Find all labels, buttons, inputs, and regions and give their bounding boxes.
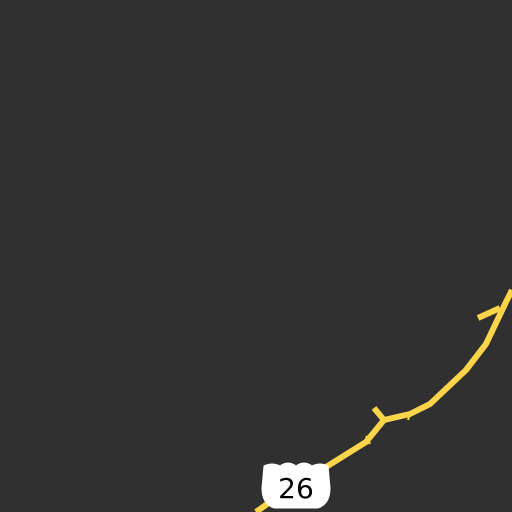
highway-tick-2 <box>407 413 411 421</box>
highway-ramp-west[interactable] <box>371 406 387 422</box>
shield-route-number: 26 <box>278 472 314 505</box>
highway-ramp-north[interactable] <box>476 305 502 321</box>
us-route-shield[interactable]: 26 <box>261 462 331 509</box>
shield-outline-icon <box>261 462 331 509</box>
highway-tick-1 <box>365 435 371 445</box>
